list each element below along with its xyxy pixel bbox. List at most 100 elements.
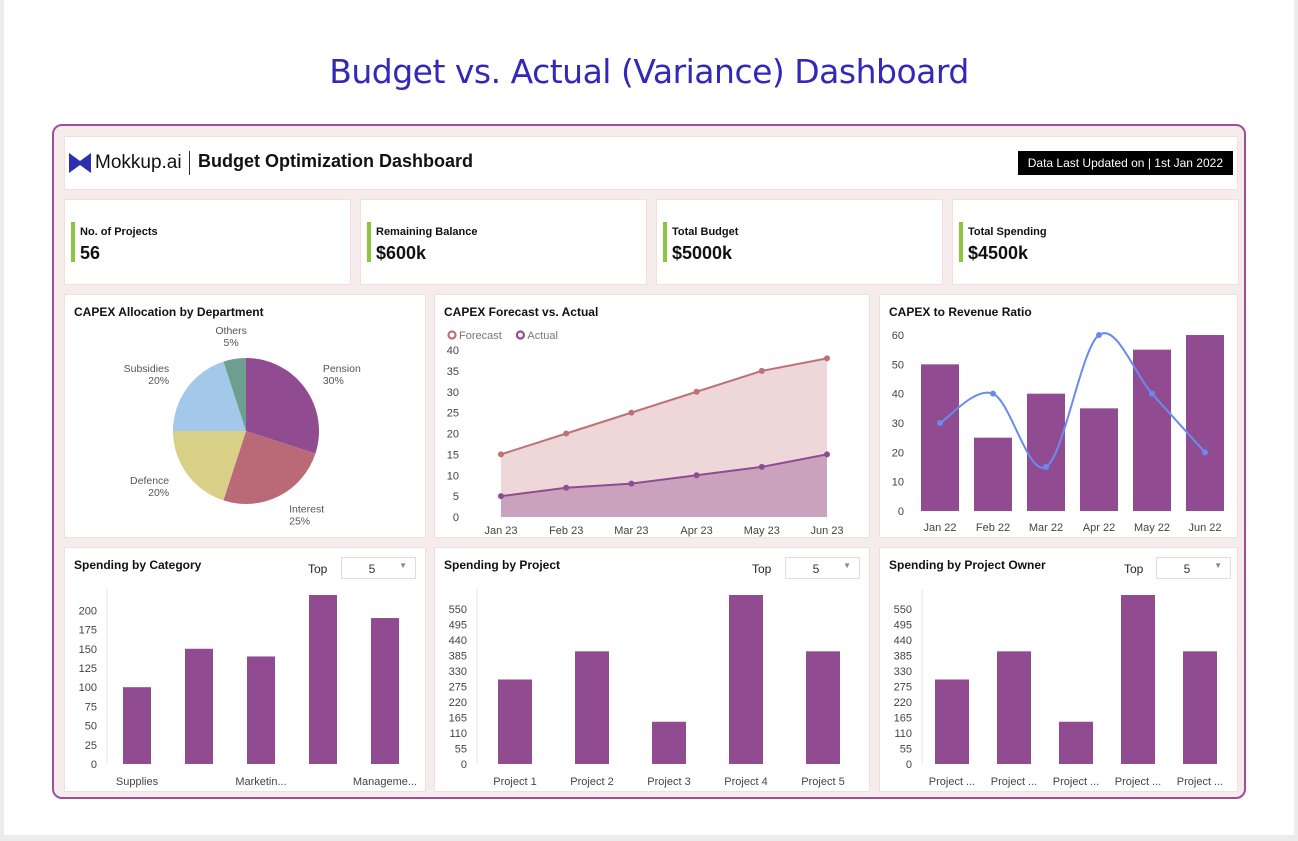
y-tick-label: 165 bbox=[449, 713, 467, 725]
pie-slice-subsidies bbox=[173, 361, 246, 431]
y-tick-label: 495 bbox=[449, 620, 467, 632]
kpi-accent-bar bbox=[959, 222, 963, 262]
y-tick-label: 440 bbox=[449, 635, 467, 647]
last-updated-badge: Data Last Updated on | 1st Jan 2022 bbox=[1017, 151, 1233, 175]
y-tick-label: 75 bbox=[85, 701, 97, 713]
category-top-select[interactable]: 5 ▼ bbox=[341, 557, 416, 579]
series-line-actual bbox=[500, 453, 828, 498]
dashboard-header: Mokkup.ai Budget Optimization Dashboard … bbox=[64, 136, 1238, 190]
data-point bbox=[628, 480, 635, 487]
pie-label: Defence bbox=[130, 475, 169, 487]
kpi-accent-bar bbox=[663, 222, 667, 262]
bar bbox=[997, 651, 1031, 764]
owner-top-select[interactable]: 5 ▼ bbox=[1156, 557, 1231, 579]
chevron-down-icon: ▼ bbox=[399, 561, 407, 570]
bar bbox=[371, 618, 399, 764]
dashboard-title: Budget Optimization Dashboard bbox=[198, 151, 474, 171]
data-point bbox=[563, 484, 570, 491]
brand-name: Mokkup.ai bbox=[95, 152, 182, 173]
data-point bbox=[693, 388, 700, 395]
kpi-value: $600k bbox=[376, 243, 427, 263]
pie-percent: 25% bbox=[289, 516, 310, 528]
bar bbox=[1059, 721, 1093, 764]
kpi-card-total-budget: Total Budget $5000k bbox=[656, 199, 943, 285]
kpi-card-projects: No. of Projects 56 bbox=[64, 199, 351, 285]
y-tick-label: 200 bbox=[79, 605, 97, 617]
x-tick-label: Jun 23 bbox=[810, 525, 843, 537]
data-point bbox=[990, 390, 996, 397]
spending-project-panel: Spending by Project Top 5 ▼ 0 55 110 165 220… bbox=[434, 547, 870, 792]
x-tick-label: Jan 23 bbox=[484, 525, 517, 537]
bar-chart: 0 55 110 165 220 275 330 385 440 495 550 Project ..… bbox=[894, 589, 1223, 788]
pie-label: Pension bbox=[323, 363, 361, 375]
kpi-accent-bar bbox=[367, 222, 371, 262]
y-tick-label: 175 bbox=[79, 625, 97, 637]
y-tick-label: 220 bbox=[449, 697, 467, 709]
series-line-forecast bbox=[500, 357, 828, 456]
y-tick-label: 55 bbox=[900, 744, 912, 756]
y-tick-label: 275 bbox=[449, 682, 467, 694]
legend-marker bbox=[447, 330, 457, 340]
chart-title: Spending by Project bbox=[444, 558, 561, 572]
kpi-label: No. of Projects bbox=[80, 226, 158, 238]
bar bbox=[309, 595, 337, 764]
y-tick-label: 40 bbox=[447, 345, 459, 357]
y-tick-label: 275 bbox=[894, 682, 912, 694]
y-tick-label: 440 bbox=[894, 635, 912, 647]
pie-percent: 30% bbox=[323, 375, 344, 387]
project-top-select[interactable]: 5 ▼ bbox=[785, 557, 860, 579]
x-tick-label: Jun 22 bbox=[1188, 522, 1221, 534]
data-point bbox=[1149, 390, 1155, 397]
y-tick-label: 385 bbox=[894, 651, 912, 663]
bar-chart: 0 55 110 165 220 275 330 385 440 495 550 Project 1 P… bbox=[449, 589, 845, 788]
y-tick-label: 15 bbox=[447, 449, 459, 461]
bar bbox=[575, 651, 609, 764]
spending-category-panel: Spending by Category Top 5 ▼ 0 25 50 75 100 1… bbox=[64, 547, 426, 792]
x-tick-label: Apr 22 bbox=[1083, 522, 1115, 534]
kpi-accent-bar bbox=[71, 222, 75, 262]
data-point bbox=[758, 463, 765, 470]
top-filter-label: Top bbox=[752, 562, 772, 576]
spending-owner-panel: Spending by Project Owner Top 5 ▼ 0 55 110… bbox=[879, 547, 1238, 792]
dashboard-frame: Mokkup.ai Budget Optimization Dashboard … bbox=[52, 124, 1246, 799]
bar-chart: 0 25 50 75 100 125 150 175 200 Supplies Marketin..… bbox=[79, 589, 417, 788]
pie-percent: 20% bbox=[148, 487, 169, 499]
chart-title: CAPEX Forecast vs. Actual bbox=[444, 305, 599, 319]
bar bbox=[935, 679, 969, 764]
y-tick-label: 0 bbox=[461, 759, 467, 771]
y-tick-label: 50 bbox=[892, 359, 904, 371]
data-point bbox=[937, 420, 943, 426]
x-tick-label: May 23 bbox=[744, 525, 780, 537]
x-tick-label: Project 4 bbox=[724, 776, 767, 788]
bar bbox=[1183, 651, 1217, 764]
area-chart: 0 5 10 15 20 25 30 35 40 Jan 23 Feb 23 Mar 23 Apr 23… bbox=[447, 330, 844, 537]
y-tick-label: 385 bbox=[449, 651, 467, 663]
y-tick-label: 220 bbox=[894, 697, 912, 709]
x-tick-label: Mar 22 bbox=[1029, 522, 1063, 534]
y-tick-label: 20 bbox=[447, 429, 459, 441]
x-tick-label: Project 5 bbox=[801, 776, 844, 788]
y-tick-label: 150 bbox=[79, 644, 97, 656]
page-title: Budget vs. Actual (Variance) Dashboard bbox=[329, 52, 969, 91]
y-tick-label: 0 bbox=[453, 512, 459, 524]
pie-percent: 20% bbox=[148, 375, 169, 387]
y-tick-label: 330 bbox=[894, 666, 912, 678]
legend-label: Actual bbox=[527, 330, 558, 342]
y-tick-label: 330 bbox=[449, 666, 467, 678]
y-tick-label: 30 bbox=[447, 387, 459, 399]
x-tick-label: Project 3 bbox=[647, 776, 690, 788]
data-point bbox=[1096, 332, 1102, 338]
kpi-card-total-spending: Total Spending $4500k bbox=[952, 199, 1239, 285]
y-tick-label: 50 bbox=[85, 721, 97, 733]
x-tick-label: Feb 23 bbox=[549, 525, 583, 537]
bar bbox=[1186, 335, 1224, 511]
y-tick-label: 100 bbox=[79, 682, 97, 694]
bar bbox=[247, 656, 275, 764]
pie-label: Subsidies bbox=[124, 363, 170, 375]
header-divider bbox=[189, 151, 190, 175]
area-fill-forecast bbox=[501, 358, 827, 517]
kpi-value: $5000k bbox=[672, 243, 733, 263]
top-filter-label: Top bbox=[1124, 562, 1144, 576]
y-tick-label: 550 bbox=[449, 604, 467, 616]
x-tick-label: Mar 23 bbox=[614, 525, 648, 537]
